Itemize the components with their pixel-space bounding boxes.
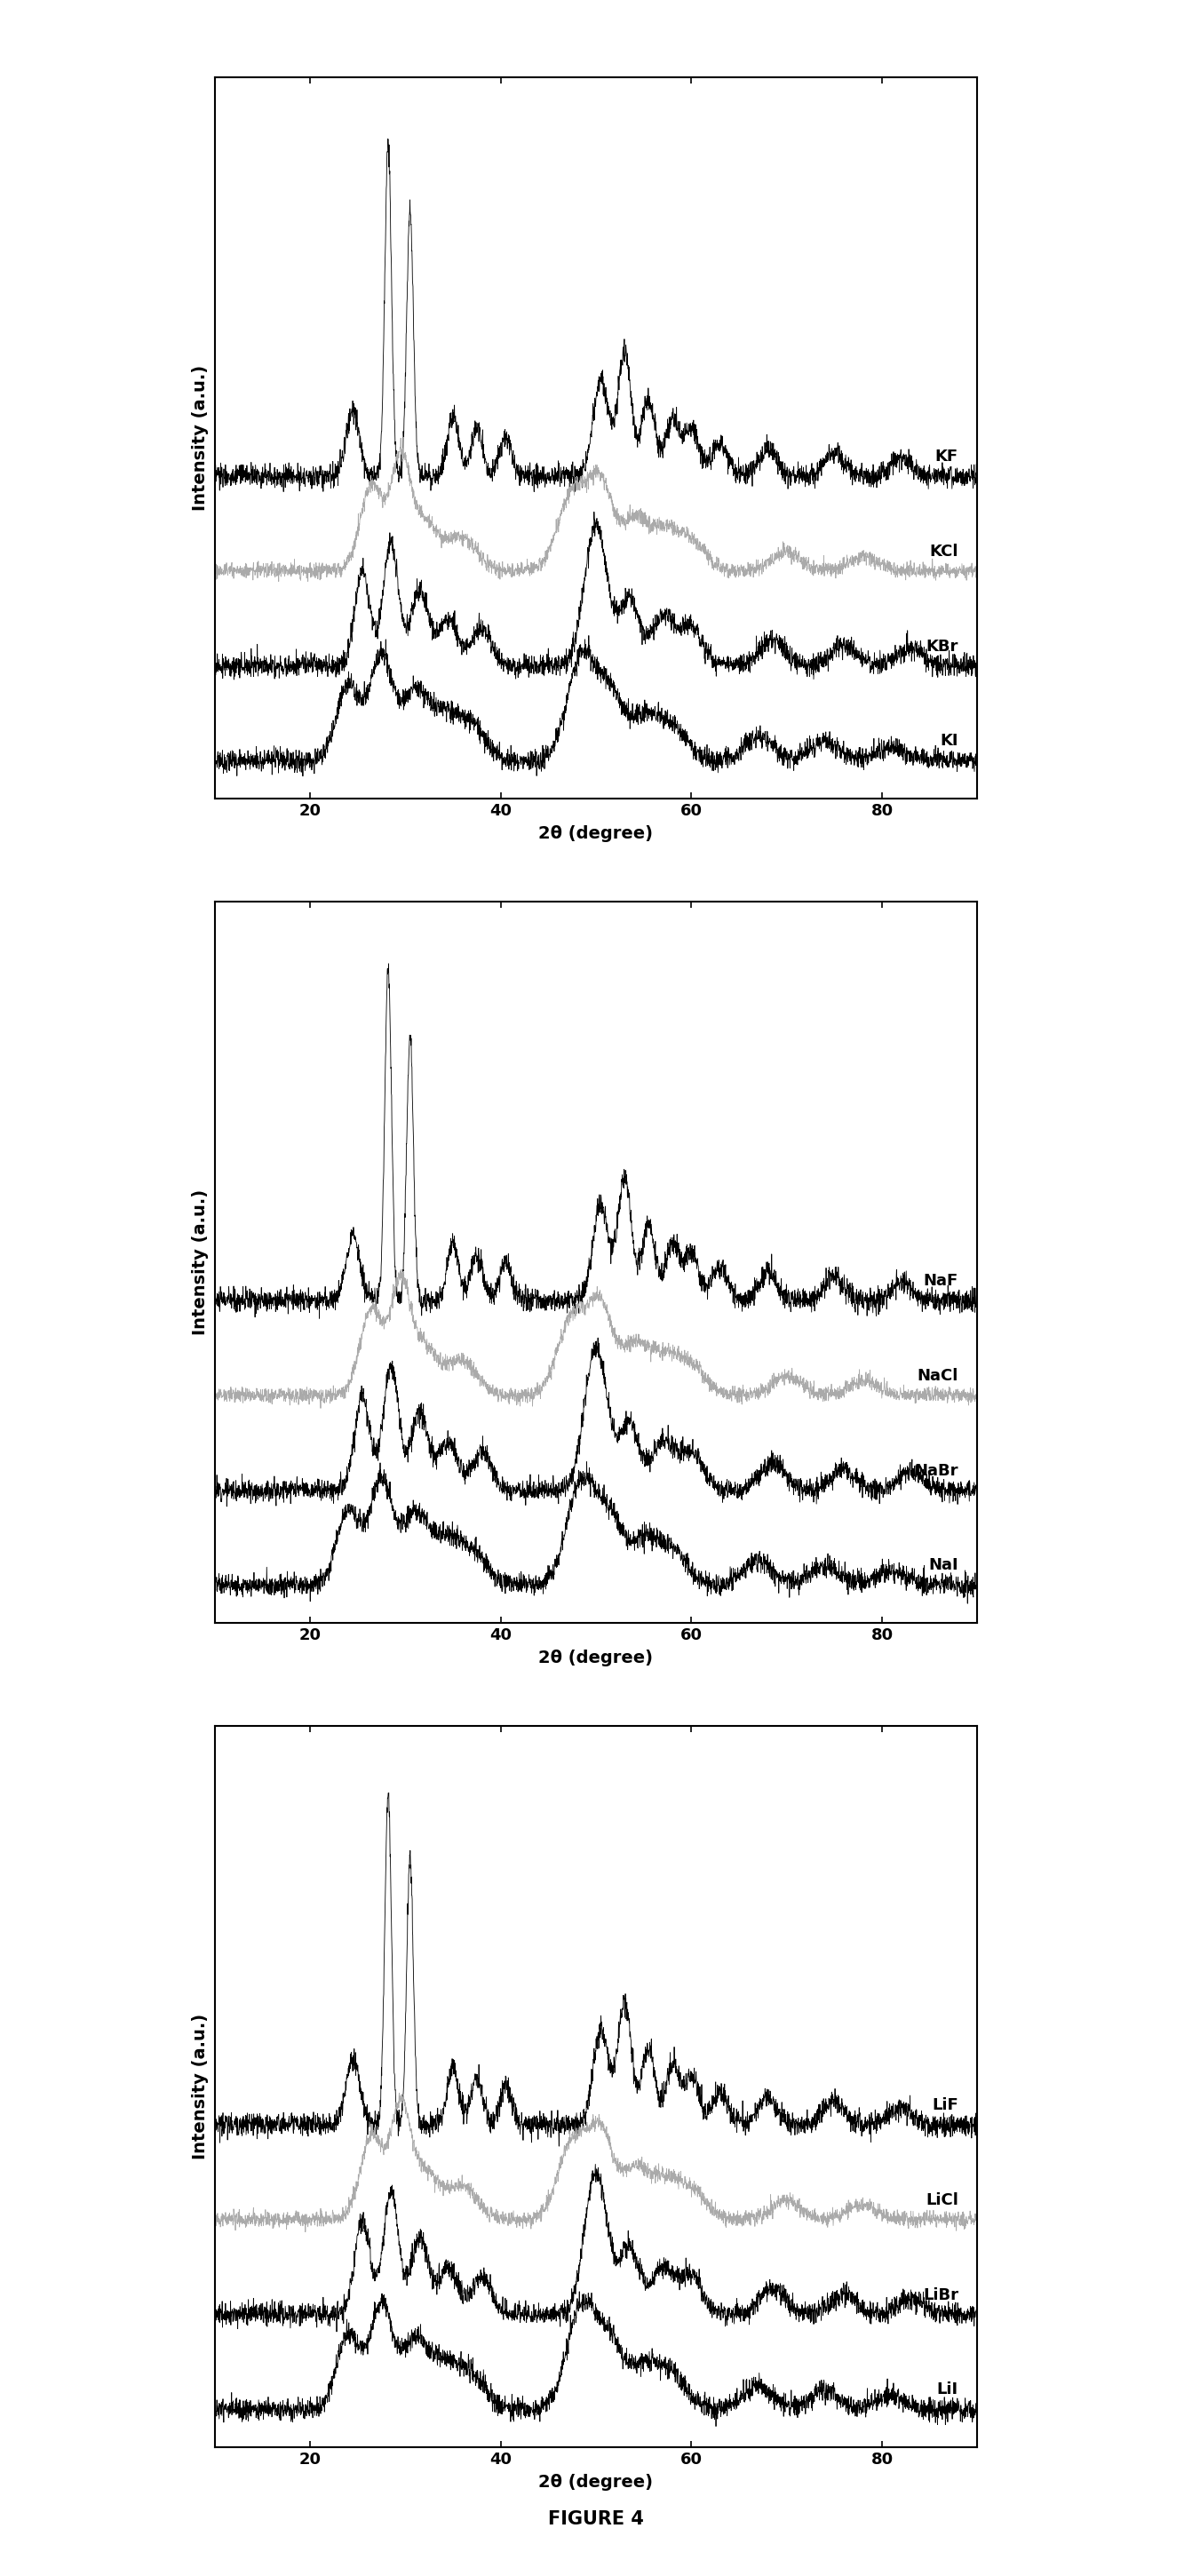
Y-axis label: Intensity (a.u.): Intensity (a.u.) <box>192 366 209 510</box>
X-axis label: 2θ (degree): 2θ (degree) <box>539 2473 653 2491</box>
Text: LiCl: LiCl <box>926 2192 958 2208</box>
Text: NaI: NaI <box>929 1558 958 1574</box>
Text: LiBr: LiBr <box>923 2287 958 2303</box>
Text: KCl: KCl <box>930 544 958 559</box>
Y-axis label: Intensity (a.u.): Intensity (a.u.) <box>192 2014 209 2159</box>
Text: LiF: LiF <box>932 2097 958 2112</box>
Text: KI: KI <box>940 734 958 750</box>
X-axis label: 2θ (degree): 2θ (degree) <box>539 824 653 842</box>
Y-axis label: Intensity (a.u.): Intensity (a.u.) <box>192 1190 209 1334</box>
Text: FIGURE 4: FIGURE 4 <box>548 2512 644 2527</box>
Text: NaF: NaF <box>924 1273 958 1288</box>
Text: KF: KF <box>936 448 958 464</box>
Text: KBr: KBr <box>926 639 958 654</box>
X-axis label: 2θ (degree): 2θ (degree) <box>539 1649 653 1667</box>
Text: NaBr: NaBr <box>914 1463 958 1479</box>
Text: LiI: LiI <box>937 2383 958 2398</box>
Text: NaCl: NaCl <box>917 1368 958 1383</box>
